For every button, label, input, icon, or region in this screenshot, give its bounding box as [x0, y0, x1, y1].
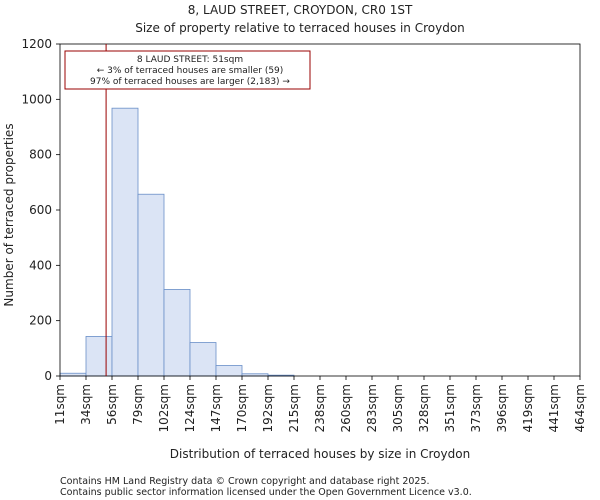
chart-subtitle: Size of property relative to terraced ho… [135, 21, 465, 35]
x-tick-label-11sqm: 11sqm [53, 384, 67, 425]
footer-line-2: Contains public sector information licen… [60, 487, 472, 498]
chart-title: 8, LAUD STREET, CROYDON, CR0 1ST [188, 3, 413, 17]
annotation-line-2: ← 3% of terraced houses are smaller (59) [97, 66, 284, 76]
x-tick-label-56sqm: 56sqm [105, 384, 119, 425]
y-tick-label-1000: 1000 [21, 92, 52, 106]
x-tick-label-238sqm: 238sqm [313, 384, 327, 432]
x-tick-label-34sqm: 34sqm [79, 384, 93, 425]
x-tick-label-283sqm: 283sqm [365, 384, 379, 432]
plot-frame [59, 43, 581, 377]
y-tick-label-0: 0 [44, 369, 52, 383]
x-tick-label-351sqm: 351sqm [443, 384, 457, 432]
x-tick-label-79sqm: 79sqm [131, 384, 145, 425]
annotation-frame [64, 50, 311, 90]
bar-79sqm [137, 193, 165, 377]
x-tick-label-464sqm: 464sqm [573, 384, 587, 432]
x-tick-label-192sqm: 192sqm [261, 384, 275, 432]
x-tick-label-441sqm: 441sqm [547, 384, 561, 432]
x-tick-label-305sqm: 305sqm [391, 384, 405, 432]
x-tick-label-396sqm: 396sqm [495, 384, 509, 432]
x-tick-label-419sqm: 419sqm [521, 384, 535, 432]
y-tick-label-800: 800 [29, 148, 52, 162]
bar-56sqm [111, 107, 139, 377]
x-axis-ticks: 11sqm 34sqm 56sqm 79sqm 102sqm 124sqm 147sqm 17… [53, 376, 587, 432]
bar-102sqm [163, 289, 191, 377]
x-tick-label-170sqm: 170sqm [235, 384, 249, 432]
bar-147sqm [215, 365, 243, 377]
y-tick-label-200: 200 [29, 314, 52, 328]
x-tick-label-124sqm: 124sqm [183, 384, 197, 432]
x-axis-label: Distribution of terraced houses by size … [170, 447, 470, 461]
x-tick-label-215sqm: 215sqm [287, 384, 301, 432]
y-tick-label-600: 600 [29, 203, 52, 217]
bar-124sqm [189, 342, 217, 377]
y-axis-label: Number of terraced properties [2, 123, 16, 306]
bar-34sqm [85, 336, 113, 377]
x-tick-label-328sqm: 328sqm [417, 384, 431, 432]
annotation-box: 8 LAUD STREET: 51sqm ← 3% of terraced ho… [64, 50, 311, 90]
x-tick-label-102sqm: 102sqm [157, 384, 171, 432]
bars-group [59, 107, 295, 377]
x-tick-label-147sqm: 147sqm [209, 384, 223, 432]
x-tick-label-260sqm: 260sqm [339, 384, 353, 432]
annotation-line-1: 8 LAUD STREET: 51sqm [137, 55, 243, 65]
y-tick-label-400: 400 [29, 258, 52, 272]
y-tick-label-1200: 1200 [21, 37, 52, 51]
y-axis-ticks: 0 200 400 600 800 1000 1200 [21, 37, 60, 383]
x-tick-label-373sqm: 373sqm [469, 384, 483, 432]
annotation-line-3: 97% of terraced houses are larger (2,183… [90, 77, 290, 87]
bar-11sqm [59, 372, 87, 377]
footer-line-1: Contains HM Land Registry data © Crown c… [60, 476, 430, 487]
